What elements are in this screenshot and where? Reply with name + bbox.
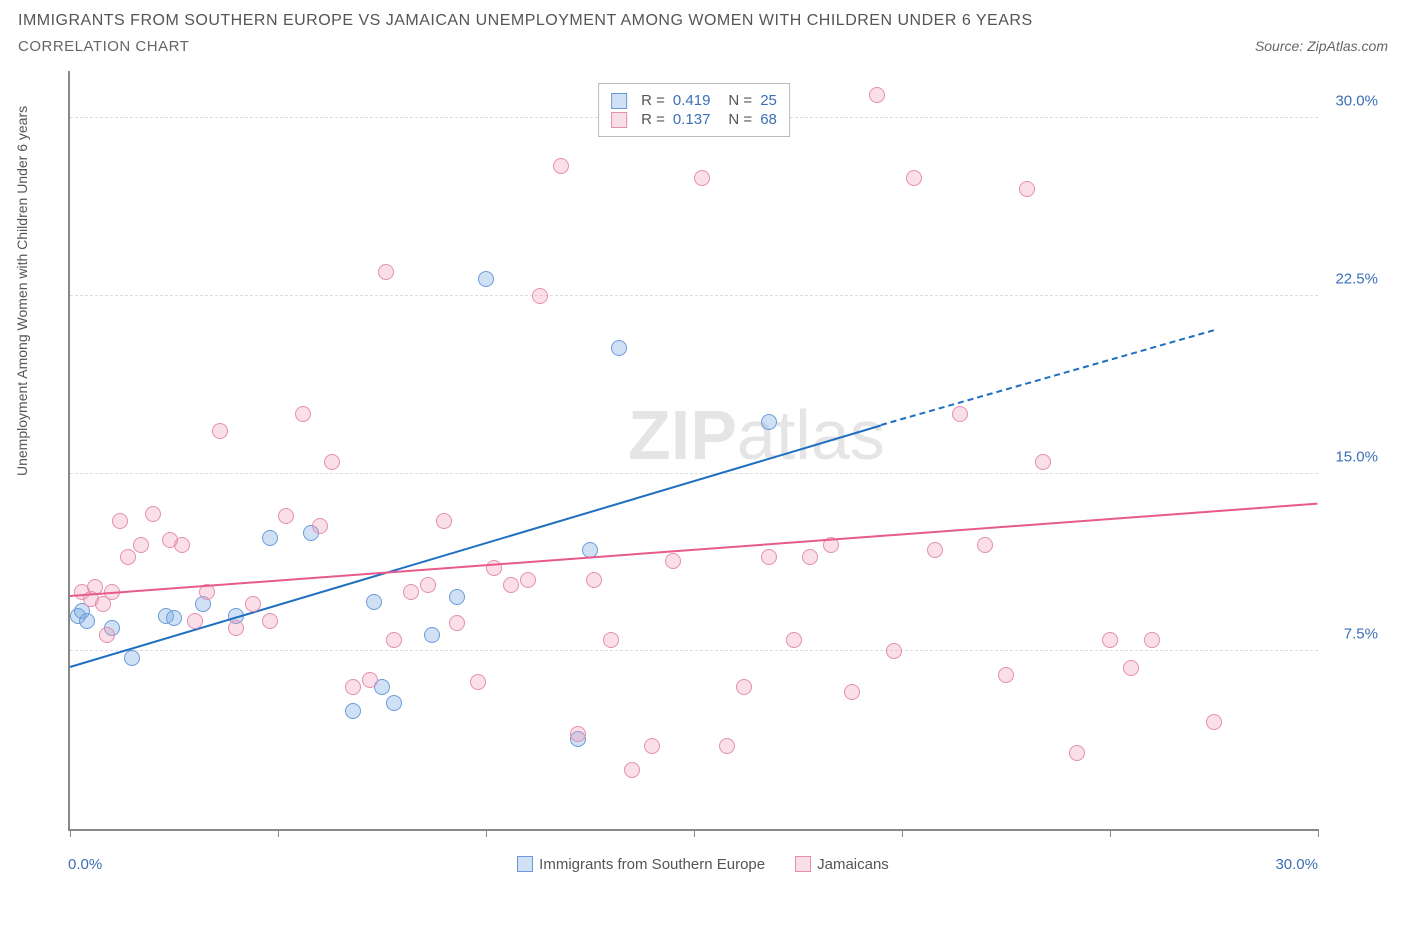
data-point <box>362 672 378 688</box>
x-tick <box>70 829 71 837</box>
data-point <box>145 506 161 522</box>
data-point <box>245 596 261 612</box>
data-point <box>844 684 860 700</box>
source-credit: Source: ZipAtlas.com <box>1255 38 1388 54</box>
correlation-chart: Unemployment Among Women with Children U… <box>18 61 1388 891</box>
data-point <box>228 620 244 636</box>
data-point <box>719 738 735 754</box>
subtitle-row: CORRELATION CHART Source: ZipAtlas.com <box>18 38 1388 55</box>
data-point <box>1019 181 1035 197</box>
x-tick <box>1110 829 1111 837</box>
data-point <box>1144 632 1160 648</box>
data-point <box>449 615 465 631</box>
legend-item: Immigrants from Southern Europe <box>517 856 765 873</box>
data-point <box>124 650 140 666</box>
data-point <box>386 632 402 648</box>
data-point <box>478 271 494 287</box>
grid-line <box>70 473 1318 474</box>
data-point <box>378 264 394 280</box>
data-point <box>174 537 190 553</box>
data-point <box>187 613 203 629</box>
data-point <box>694 170 710 186</box>
x-tick <box>278 829 279 837</box>
data-point <box>79 613 95 629</box>
data-point <box>312 518 328 534</box>
trend-line <box>70 502 1318 596</box>
y-tick-label: 7.5% <box>1344 626 1378 643</box>
y-tick-label: 15.0% <box>1335 448 1378 465</box>
data-point <box>998 667 1014 683</box>
data-point <box>802 549 818 565</box>
data-point <box>1035 454 1051 470</box>
legend-item: Jamaicans <box>795 856 889 873</box>
data-point <box>112 513 128 529</box>
data-point <box>262 530 278 546</box>
data-point <box>532 288 548 304</box>
data-point <box>420 577 436 593</box>
data-point <box>403 584 419 600</box>
data-point <box>262 613 278 629</box>
data-point <box>366 594 382 610</box>
data-point <box>503 577 519 593</box>
data-point <box>570 726 586 742</box>
data-point <box>977 537 993 553</box>
data-point <box>1206 714 1222 730</box>
legend-stats: R =0.419N =25 R =0.137N =68 <box>598 83 790 137</box>
data-point <box>736 679 752 695</box>
legend-stat-row: R =0.419N =25 <box>611 92 777 109</box>
data-point <box>786 632 802 648</box>
data-point <box>761 549 777 565</box>
chart-subtitle: CORRELATION CHART <box>18 38 189 55</box>
data-point <box>927 542 943 558</box>
data-point <box>624 762 640 778</box>
trend-line <box>70 424 882 668</box>
data-point <box>449 589 465 605</box>
data-point <box>906 170 922 186</box>
data-point <box>99 627 115 643</box>
y-tick-label: 22.5% <box>1335 271 1378 288</box>
grid-line <box>70 650 1318 651</box>
data-point <box>886 643 902 659</box>
data-point <box>295 406 311 422</box>
data-point <box>212 423 228 439</box>
data-point <box>386 695 402 711</box>
data-point <box>761 414 777 430</box>
y-tick-label: 30.0% <box>1335 93 1378 110</box>
legend-stat-row: R =0.137N =68 <box>611 111 777 128</box>
data-point <box>345 679 361 695</box>
grid-line <box>70 295 1318 296</box>
x-tick <box>902 829 903 837</box>
x-tick <box>694 829 695 837</box>
data-point <box>520 572 536 588</box>
data-point <box>278 508 294 524</box>
data-point <box>952 406 968 422</box>
x-tick <box>486 829 487 837</box>
data-point <box>166 610 182 626</box>
page-title: IMMIGRANTS FROM SOUTHERN EUROPE VS JAMAI… <box>18 12 1388 30</box>
data-point <box>611 340 627 356</box>
data-point <box>1102 632 1118 648</box>
data-point <box>424 627 440 643</box>
data-point <box>644 738 660 754</box>
data-point <box>1069 745 1085 761</box>
data-point <box>470 674 486 690</box>
data-point <box>553 158 569 174</box>
plot-area: ZIPatlas R =0.419N =25R =0.137N =68 7.5%… <box>68 71 1318 831</box>
trend-line-dashed <box>881 330 1214 427</box>
data-point <box>869 87 885 103</box>
data-point <box>603 632 619 648</box>
data-point <box>586 572 602 588</box>
data-point <box>345 703 361 719</box>
data-point <box>324 454 340 470</box>
data-point <box>133 537 149 553</box>
data-point <box>436 513 452 529</box>
data-point <box>120 549 136 565</box>
data-point <box>1123 660 1139 676</box>
bottom-legend: Immigrants from Southern Europe Jamaicans <box>18 856 1388 873</box>
x-tick <box>1318 829 1319 837</box>
data-point <box>665 553 681 569</box>
